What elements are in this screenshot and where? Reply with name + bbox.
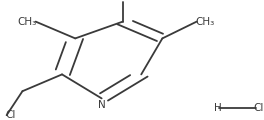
Text: Cl: Cl (253, 103, 264, 113)
Text: Cl: Cl (5, 110, 16, 120)
Text: CH₃: CH₃ (18, 17, 37, 27)
Text: CH₃: CH₃ (195, 17, 215, 27)
Text: H: H (214, 103, 222, 113)
Text: N: N (98, 100, 106, 110)
Text: Cl: Cl (117, 0, 128, 1)
